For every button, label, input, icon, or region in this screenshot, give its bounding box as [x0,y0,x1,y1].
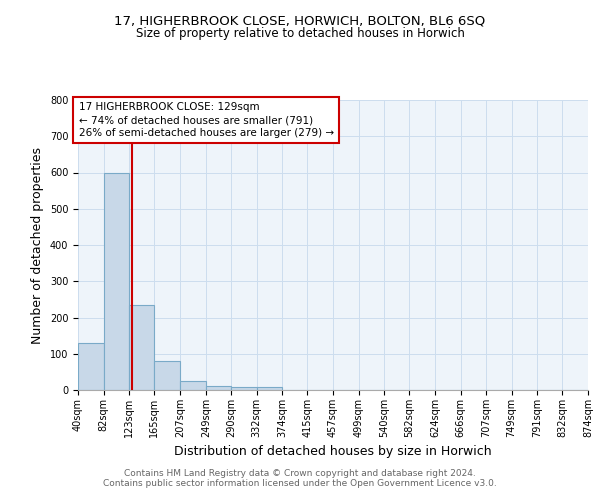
Bar [129,305,154,390]
Text: Contains public sector information licensed under the Open Government Licence v3: Contains public sector information licen… [103,478,497,488]
Bar [78,343,104,390]
Text: Size of property relative to detached houses in Horwich: Size of property relative to detached ho… [136,28,464,40]
X-axis label: Distribution of detached houses by size in Horwich: Distribution of detached houses by size … [174,446,492,458]
Bar [104,172,129,390]
Y-axis label: Number of detached properties: Number of detached properties [31,146,44,344]
Bar [154,361,180,390]
Bar [206,386,231,390]
Bar [231,387,257,390]
Text: Contains HM Land Registry data © Crown copyright and database right 2024.: Contains HM Land Registry data © Crown c… [124,468,476,477]
Text: 17, HIGHERBROOK CLOSE, HORWICH, BOLTON, BL6 6SQ: 17, HIGHERBROOK CLOSE, HORWICH, BOLTON, … [115,15,485,28]
Bar [257,387,282,390]
Text: 17 HIGHERBROOK CLOSE: 129sqm
← 74% of detached houses are smaller (791)
26% of s: 17 HIGHERBROOK CLOSE: 129sqm ← 74% of de… [79,102,334,138]
Bar [180,381,206,390]
